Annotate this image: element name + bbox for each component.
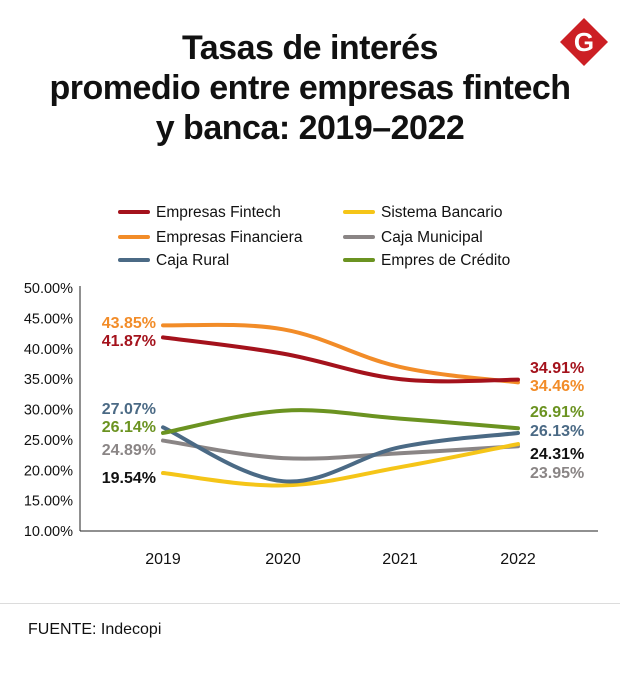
series-line-empresas-financiera <box>161 322 520 385</box>
y-tick-label: 40.00% <box>24 342 73 358</box>
legend-label-sistema-bancario: Sistema Bancario <box>381 204 502 221</box>
y-tick-label: 45.00% <box>24 311 73 327</box>
x-tick-label: 2021 <box>382 551 418 568</box>
x-tick-label: 2022 <box>500 551 536 568</box>
chart-title: Tasas de interés promedio entre empresas… <box>0 28 620 148</box>
series-line-empres-de-credito <box>161 408 520 435</box>
logo-shape <box>560 18 608 66</box>
y-tick-label: 25.00% <box>24 433 73 449</box>
legend-label-empres-de-credito: Empres de Crédito <box>381 252 510 269</box>
y-tick-label: 15.00% <box>24 494 73 510</box>
y-tick-label: 30.00% <box>24 403 73 419</box>
title-line-1: Tasas de interés <box>182 29 438 67</box>
end-label-empresas-financiera: 34.46% <box>530 378 584 395</box>
legend-label-empresas-financiera: Empresas Financiera <box>156 229 303 246</box>
x-axis: 2019 2020 2021 2022 <box>80 530 598 568</box>
end-label-sistema-bancario: 24.31% <box>530 446 584 463</box>
legend-label-empresas-fintech: Empresas Fintech <box>156 204 281 221</box>
y-tick-label: 50.00% <box>24 281 73 297</box>
y-tick-label: 35.00% <box>24 372 73 388</box>
source-note: FUENTE: Indecopi <box>28 621 162 638</box>
end-label-caja-rural: 26.13% <box>530 423 584 440</box>
start-label-caja-rural: 27.07% <box>102 401 156 418</box>
x-tick-label: 2019 <box>145 551 181 568</box>
gestion-logo-icon: G <box>560 18 608 66</box>
series-lines <box>161 322 520 488</box>
logo-letter: G <box>574 27 594 57</box>
end-label-caja-municipal: 23.95% <box>530 465 584 482</box>
y-tick-label: 20.00% <box>24 463 73 479</box>
legend-label-caja-municipal: Caja Municipal <box>381 229 483 246</box>
start-label-empresas-fintech: 41.87% <box>102 333 156 350</box>
footer-divider <box>0 603 620 604</box>
end-label-empresas-fintech: 34.91% <box>530 360 584 377</box>
series-line-empresas-fintech <box>161 335 520 384</box>
start-label-empres-de-credito: 26.14% <box>102 419 156 436</box>
start-label-empresas-financiera: 43.85% <box>102 315 156 332</box>
series-line-caja-rural <box>161 425 520 484</box>
chart-legend: Empresas Fintech Sistema Bancario Empresas… <box>118 204 510 269</box>
start-label-sistema-bancario: 19.54% <box>102 470 156 487</box>
series-line-caja-municipal <box>161 438 520 461</box>
title-line-2: promedio entre empresas fintech <box>49 69 571 107</box>
x-tick-label: 2020 <box>265 551 301 568</box>
end-label-empres-de-credito: 26.91% <box>530 404 584 421</box>
series-line-sistema-bancario <box>161 442 520 488</box>
line-chart: Empresas Fintech Sistema Bancario Empresas… <box>24 204 598 568</box>
y-tick-label: 10.00% <box>24 524 73 540</box>
title-line-3: y banca: 2019–2022 <box>155 109 465 147</box>
start-label-caja-municipal: 24.89% <box>102 442 156 459</box>
legend-label-caja-rural: Caja Rural <box>156 252 229 269</box>
y-axis: 10.00% 15.00% 20.00% 25.00% 30.00% 35.00% 40.0… <box>24 281 81 540</box>
data-labels: 41.87% 34.91% 19.54% 24.31% 43.85% 34.46% 24.8… <box>102 315 585 487</box>
